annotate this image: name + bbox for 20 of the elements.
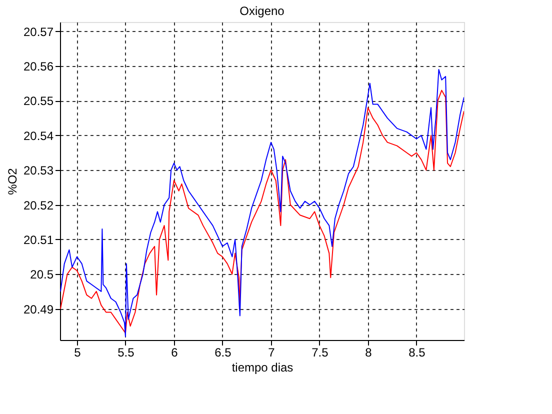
y-tick-label: 20.52 — [23, 198, 54, 212]
y-tick-label: 20.53 — [23, 164, 54, 178]
y-tick-label: 20.5 — [30, 268, 54, 282]
y-axis-title: %O2 — [5, 168, 20, 195]
x-axis-title: tiempo dias — [232, 360, 294, 374]
y-tick-label: 20.56 — [23, 60, 54, 74]
x-tick-label: 6.5 — [214, 346, 232, 360]
x-tick-label: 7.5 — [312, 346, 329, 360]
x-tick-label: 7 — [268, 346, 276, 360]
y-tick-label: 20.51 — [23, 232, 54, 247]
x-tick-label: 8 — [365, 346, 372, 360]
x-tick-label: 8.5 — [408, 346, 426, 360]
y-tick-label: 20.57 — [23, 24, 54, 39]
y-tick-label: 20.49 — [23, 302, 54, 316]
y-tick-label: 20.54 — [23, 128, 54, 143]
x-tick-label: 6 — [171, 346, 178, 360]
y-tick-label: 20.55 — [23, 94, 54, 108]
x-tick-label: 5.5 — [118, 346, 135, 360]
chart-title: Oxigeno — [240, 4, 285, 18]
x-tick-label: 5 — [74, 346, 82, 360]
